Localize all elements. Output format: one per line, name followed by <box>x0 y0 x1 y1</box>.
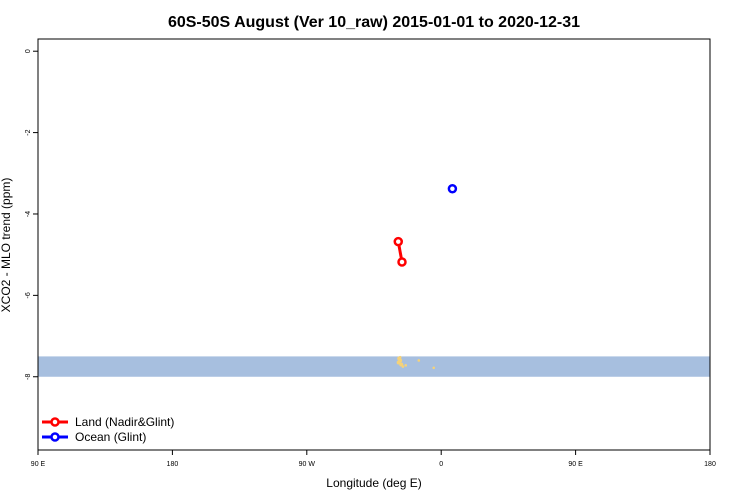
land-fragment <box>401 365 405 368</box>
legend-item: Land (Nadir&Glint) <box>42 415 174 429</box>
land-fragment <box>404 364 408 367</box>
y-tick-label: -2 <box>25 129 32 135</box>
data-point <box>447 184 458 194</box>
plot-frame <box>37 38 711 451</box>
legend-item: Ocean (Glint) <box>42 430 146 444</box>
background-band <box>38 356 710 377</box>
x-axis: 90 E 180 90 W 0 90 E 180 <box>31 450 716 468</box>
x-tick-label: 90 E <box>568 461 583 468</box>
legend-swatch-marker <box>50 432 60 442</box>
data-point <box>393 236 404 247</box>
y-tick-label: -8 <box>25 374 32 380</box>
y-axis: 0 -2 -4 -6 -8 <box>25 49 38 380</box>
series-land <box>393 236 407 267</box>
x-tick-label: 90 W <box>299 461 316 468</box>
x-tick-label: 180 <box>167 461 179 468</box>
y-tick-label: 0 <box>25 49 32 53</box>
legend-label: Land (Nadir&Glint) <box>75 415 174 429</box>
y-tick-label: -6 <box>25 292 32 298</box>
x-tick-label: 180 <box>704 461 716 468</box>
legend: Land (Nadir&Glint)Ocean (Glint) <box>42 415 174 444</box>
x-tick-label: 0 <box>439 461 443 468</box>
y-axis-label: XCO2 - MLO trend (ppm) <box>0 178 13 313</box>
chart-title: 60S-50S August (Ver 10_raw) 2015-01-01 t… <box>168 14 580 31</box>
x-tick-label: 90 E <box>31 461 46 468</box>
land-fragment <box>396 360 401 365</box>
land-fragment <box>417 359 421 362</box>
land-fragment <box>398 355 402 359</box>
y-tick-label: -4 <box>25 211 32 217</box>
plot-area <box>38 184 710 377</box>
land-fragment <box>432 366 436 370</box>
data-point <box>397 257 407 267</box>
legend-swatch-marker <box>50 417 60 427</box>
x-axis-label: Longitude (deg E) <box>326 476 421 490</box>
legend-label: Ocean (Glint) <box>75 430 146 444</box>
series-ocean <box>447 184 458 194</box>
